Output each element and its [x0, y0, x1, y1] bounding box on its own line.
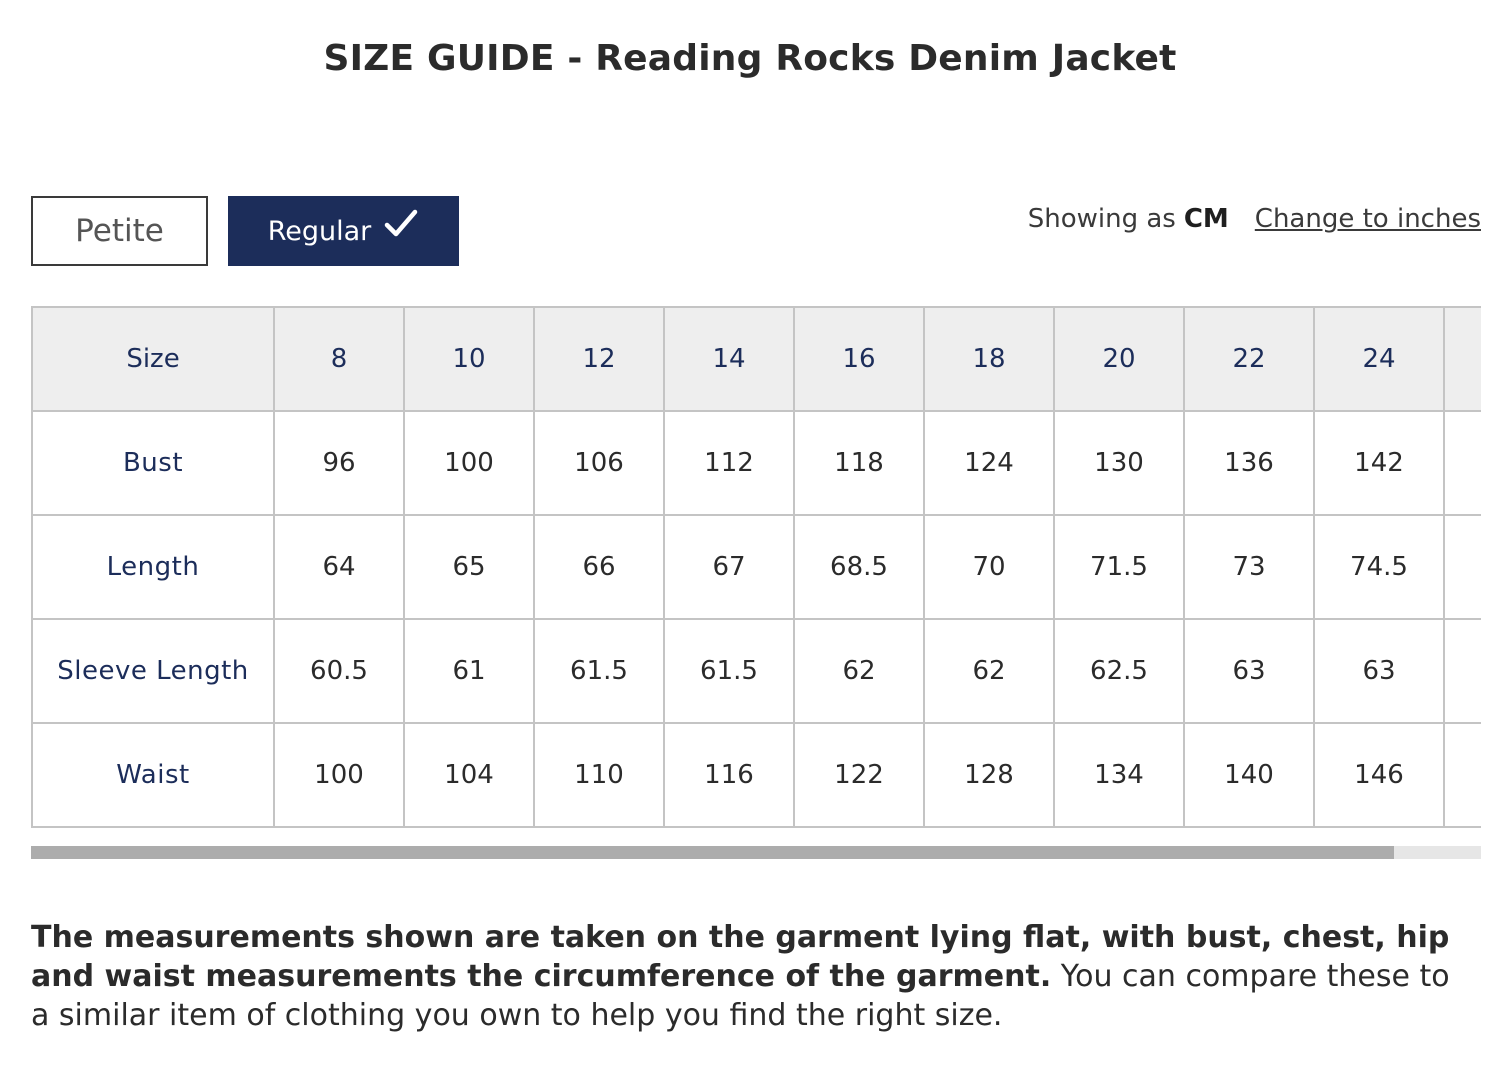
measurement-cell: 63 [1183, 618, 1315, 724]
measurement-note: The measurements shown are taken on the … [31, 918, 1471, 1035]
table-row: Sleeve Length 60.5 61 61.5 61.5 62 62 62.5 63 63 [31, 618, 1481, 724]
measurement-cell: 100 [273, 722, 405, 828]
measurement-cell: 96 [273, 410, 405, 516]
measurement-cell: 110 [533, 722, 665, 828]
measurement-cell: 73 [1183, 514, 1315, 620]
measurement-cell: 61.5 [533, 618, 665, 724]
measurement-cell: 136 [1183, 410, 1315, 516]
measurement-cell: 104 [403, 722, 535, 828]
size-header-cell: 16 [793, 306, 925, 412]
measurement-cell: 66 [533, 514, 665, 620]
units-prefix: Showing as [1027, 204, 1176, 234]
measurement-cell: 61 [403, 618, 535, 724]
regular-fit-label: Regular [267, 215, 372, 247]
measurement-note-regular: You can compare these to a similar item … [31, 959, 1450, 1033]
measurement-label: Bust [31, 410, 275, 516]
measurement-cell [1443, 722, 1481, 828]
measurement-cell: 100 [403, 410, 535, 516]
measurement-cell: 112 [663, 410, 795, 516]
measurement-cell: 64 [273, 514, 405, 620]
measurement-cell: 128 [923, 722, 1055, 828]
measurement-cell: 134 [1053, 722, 1185, 828]
page-title: SIZE GUIDE - Reading Rocks Denim Jacket [323, 38, 1177, 79]
measurement-cell: 67 [663, 514, 795, 620]
size-header-cell: 12 [533, 306, 665, 412]
measurement-cell: 140 [1183, 722, 1315, 828]
measurement-cell [1443, 618, 1481, 724]
measurement-cell: 60.5 [273, 618, 405, 724]
measurement-label: Waist [31, 722, 275, 828]
measurement-label: Sleeve Length [31, 618, 275, 724]
table-row: Length 64 65 66 67 68.5 70 71.5 73 74.5 [31, 514, 1481, 620]
size-table: Size 810121416182022242 Bust961001061121… [31, 306, 1481, 828]
measurement-cell: 122 [793, 722, 925, 828]
size-header-cell: 8 [273, 306, 405, 412]
measurement-cell [1443, 410, 1481, 516]
measurement-cell: 106 [533, 410, 665, 516]
regular-fit-button[interactable]: Regular [228, 196, 459, 266]
unit-selector: Showing as CM Change to inches [1028, 204, 1481, 234]
petite-fit-button[interactable]: Petite [31, 196, 208, 266]
measurement-cell: 130 [1053, 410, 1185, 516]
measurement-cell: 62 [923, 618, 1055, 724]
table-row: Waist 100 104 110 116 122 128 134 140 146 [31, 722, 1481, 828]
size-header-cell: 22 [1183, 306, 1315, 412]
change-units-link[interactable]: Change to inches [1254, 204, 1481, 234]
measurement-cell: 65 [403, 514, 535, 620]
horizontal-scrollbar[interactable] [31, 846, 1481, 859]
measurement-cell: 61.5 [663, 618, 795, 724]
measurement-cell: 146 [1313, 722, 1445, 828]
size-header-cell: 2 [1443, 306, 1481, 412]
size-header-cell: 18 [923, 306, 1055, 412]
size-header-cell: 24 [1313, 306, 1445, 412]
measurement-cell: 63 [1313, 618, 1445, 724]
size-header-cell: 14 [663, 306, 795, 412]
measurement-cell: 62 [793, 618, 925, 724]
current-unit: CM [1183, 204, 1229, 234]
size-header-cell: 10 [403, 306, 535, 412]
size-header-cell: 20 [1053, 306, 1185, 412]
measurement-label: Length [31, 514, 275, 620]
size-table-scroll-area[interactable]: Size 810121416182022242 Bust961001061121… [31, 306, 1481, 846]
measurement-cell [1443, 514, 1481, 620]
measurement-cell: 70 [923, 514, 1055, 620]
size-header-label: Size [31, 306, 275, 412]
measurement-cell: 118 [793, 410, 925, 516]
measurement-cell: 124 [923, 410, 1055, 516]
measurement-cell: 142 [1313, 410, 1445, 516]
table-header-row: Size 810121416182022242 [31, 306, 1481, 412]
table-row: Bust 96 100 106 112 118 124 130 136 142 [31, 410, 1481, 516]
measurement-cell: 71.5 [1053, 514, 1185, 620]
measurement-cell: 68.5 [793, 514, 925, 620]
measurement-cell: 74.5 [1313, 514, 1445, 620]
petite-fit-label: Petite [75, 213, 164, 249]
measurement-cell: 116 [663, 722, 795, 828]
measurement-cell: 62.5 [1053, 618, 1185, 724]
measurement-note-bold: The measurements shown are taken on the … [31, 920, 1450, 994]
scrollbar-thumb[interactable] [31, 846, 1394, 859]
check-icon [385, 209, 418, 237]
